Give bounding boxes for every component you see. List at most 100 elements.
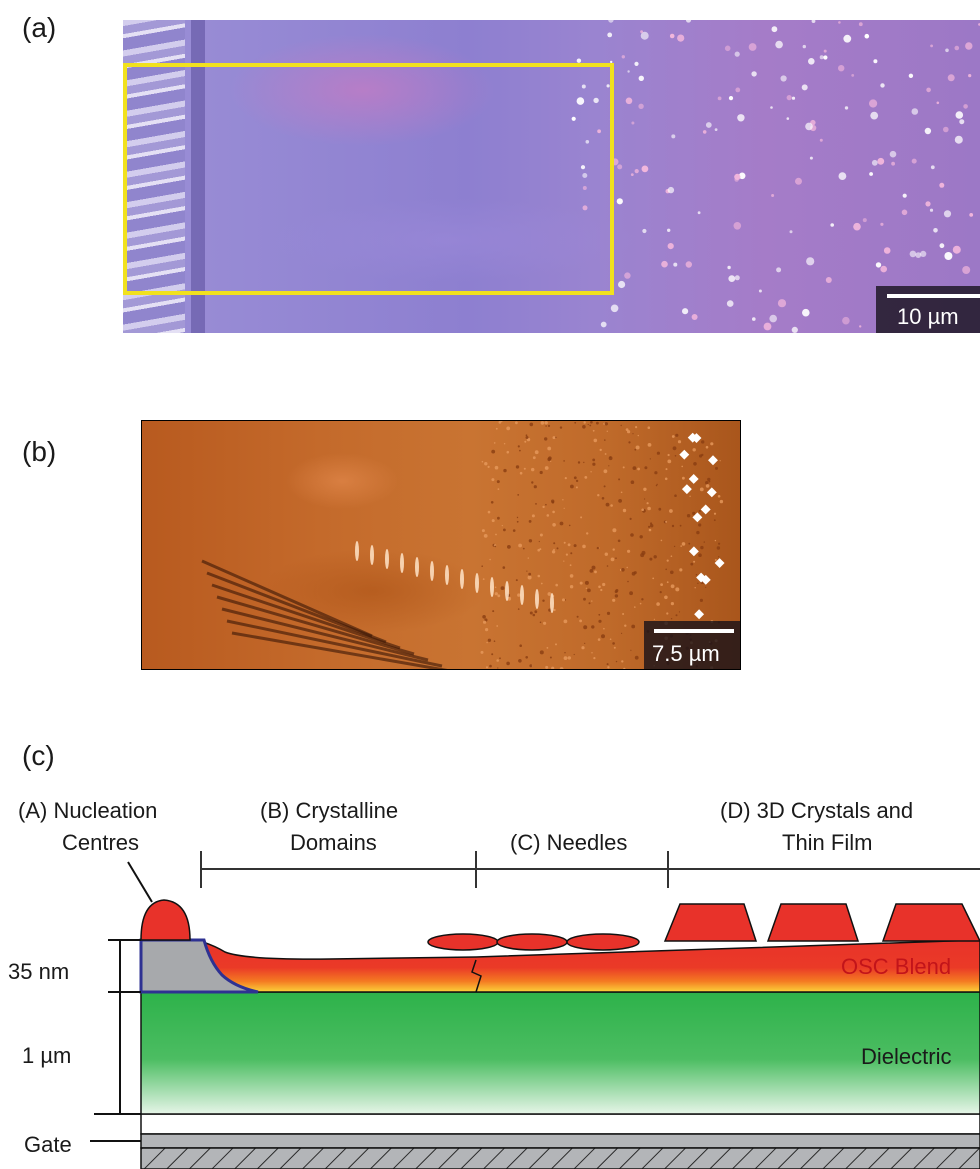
- afm-speckle: [591, 565, 596, 570]
- afm-speckle: [490, 501, 494, 504]
- afm-speckle: [679, 568, 683, 572]
- afm-speckle: [579, 581, 583, 585]
- afm-speckle: [569, 574, 574, 578]
- nucleation-dome: [140, 899, 191, 941]
- afm-speckle: [639, 602, 642, 605]
- sparkle-dot: [777, 299, 787, 308]
- afm-needle: [505, 581, 509, 601]
- sparkle-dot: [597, 129, 601, 134]
- afm-speckle: [604, 439, 606, 441]
- afm-speckle: [656, 483, 658, 486]
- afm-crystallite: [706, 487, 717, 498]
- afm-speckle: [496, 480, 500, 484]
- afm-speckle: [688, 542, 691, 545]
- afm-speckle: [675, 587, 680, 592]
- sparkle-dot: [968, 74, 972, 78]
- afm-speckle: [517, 445, 520, 448]
- sparkle-dot: [751, 71, 757, 77]
- sparkle-dot: [955, 111, 964, 119]
- afm-speckle: [634, 606, 636, 608]
- afm-speckle: [549, 656, 552, 659]
- afm-speckle: [612, 548, 615, 551]
- afm-speckle: [699, 454, 703, 458]
- sparkle-dot: [926, 87, 931, 93]
- afm-texture: [201, 421, 725, 669]
- afm-speckle: [552, 510, 555, 514]
- sparkle-dot: [631, 121, 635, 125]
- afm-speckle: [573, 653, 575, 656]
- afm-speckle: [506, 450, 510, 454]
- osc-layer-label: OSC Blend: [841, 954, 952, 979]
- sparkle-dot: [880, 265, 887, 273]
- sparkle-dot: [627, 70, 630, 73]
- afm-speckle: [533, 485, 537, 489]
- afm-crystallite: [688, 474, 699, 484]
- afm-speckle: [487, 638, 492, 642]
- afm-speckle: [615, 660, 618, 663]
- afm-speckle: [503, 528, 506, 532]
- sparkle-dot: [702, 130, 707, 134]
- sparkle-dot: [924, 127, 932, 135]
- sparkle-dot: [883, 247, 891, 254]
- afm-crystallite: [688, 546, 699, 557]
- afm-streak: [216, 595, 415, 656]
- afm-speckle: [519, 449, 521, 452]
- region-c-title: (C) Needles: [510, 830, 628, 855]
- afm-speckle: [626, 566, 628, 569]
- afm-speckle: [655, 484, 658, 487]
- region-a-subtitle: Centres: [62, 830, 140, 855]
- sparkle-dot: [734, 173, 741, 180]
- afm-speckle: [713, 519, 716, 522]
- afm-speckle: [583, 461, 585, 464]
- afm-speckle: [559, 521, 564, 526]
- afm-speckle: [701, 440, 705, 444]
- afm-speckle: [660, 539, 663, 542]
- afm-speckle: [654, 471, 658, 475]
- sparkle-dot: [925, 201, 931, 207]
- afm-speckle: [500, 586, 505, 590]
- sparkle-dot: [734, 275, 740, 281]
- afm-speckle: [565, 553, 568, 556]
- afm-speckle: [518, 543, 522, 548]
- afm-speckle: [596, 546, 600, 550]
- source-electrode: [139, 938, 259, 994]
- sparkle-dot: [776, 267, 782, 273]
- afm-needle: [550, 593, 554, 613]
- afm-speckle: [621, 568, 625, 572]
- sparkle-dot: [724, 45, 731, 52]
- afm-speckle: [507, 545, 511, 549]
- afm-speckle: [719, 460, 721, 462]
- sparkle-dot: [634, 61, 639, 66]
- afm-speckle: [627, 580, 629, 583]
- afm-speckle: [593, 438, 598, 443]
- afm-speckle: [503, 443, 506, 445]
- afm-speckle: [653, 618, 655, 620]
- sparkle-dot: [825, 277, 832, 283]
- afm-crystallite: [694, 609, 705, 620]
- afm-speckle: [604, 422, 608, 426]
- sparkle-dot: [944, 252, 953, 260]
- afm-speckle: [617, 539, 621, 543]
- afm-speckle: [590, 471, 592, 473]
- afm-speckle: [563, 541, 566, 544]
- afm-speckle: [667, 453, 670, 457]
- afm-speckle: [644, 498, 646, 500]
- afm-speckle: [580, 516, 583, 519]
- afm-needle: [415, 557, 419, 577]
- afm-speckle: [647, 506, 651, 511]
- afm-speckle: [567, 656, 571, 660]
- sparkle-dot: [705, 122, 712, 128]
- afm-speckle: [678, 611, 681, 613]
- afm-needle: [535, 589, 539, 609]
- sparkle-dot: [685, 261, 692, 268]
- afm-speckle: [491, 449, 496, 454]
- afm-speckle: [535, 503, 537, 505]
- afm-speckle: [584, 476, 588, 479]
- sparkle-dot: [786, 95, 792, 101]
- sparkle-dot: [954, 45, 960, 51]
- afm-speckle: [553, 542, 556, 545]
- sparkle-dot: [748, 43, 757, 51]
- sparkle-dot: [571, 116, 576, 121]
- sparkle-dot: [771, 194, 775, 197]
- afm-speckle: [641, 508, 644, 512]
